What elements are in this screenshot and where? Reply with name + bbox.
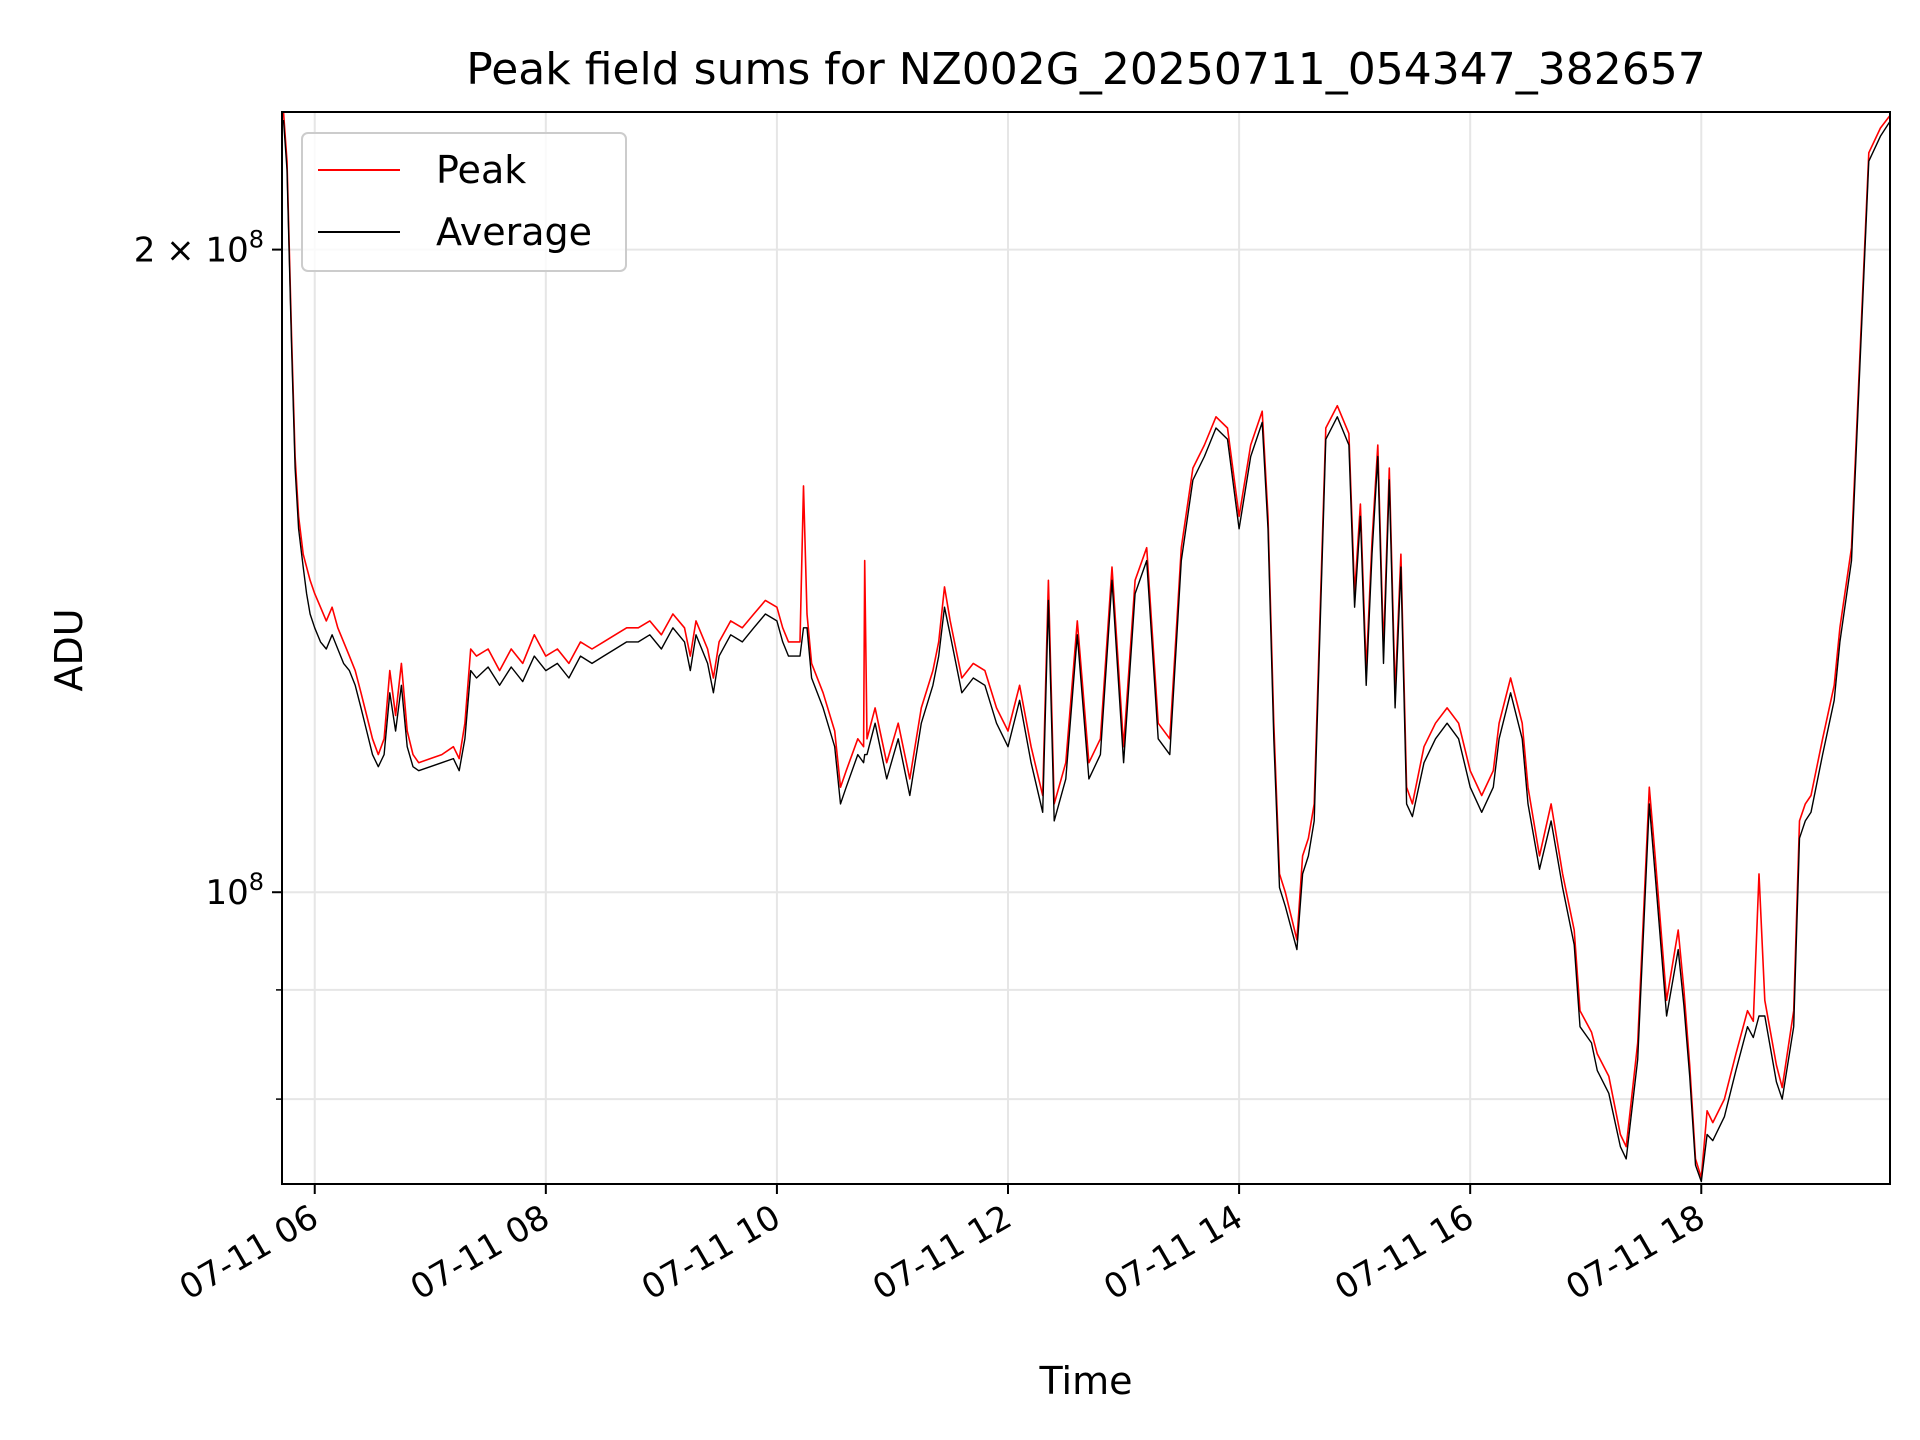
x-axis-label: Time — [1039, 1359, 1133, 1403]
y-axis-ticks: 108 2 × 108 — [134, 226, 282, 1100]
legend: Peak Average — [301, 132, 627, 272]
y-tick-label: 108 — [205, 868, 264, 913]
series-line-peak — [282, 111, 1891, 1179]
legend-label-peak: Peak — [436, 148, 526, 192]
series-lines — [282, 111, 1891, 1183]
legend-label-average: Average — [436, 210, 592, 254]
y-tick-label: 2 × 108 — [134, 226, 264, 271]
series-line-average — [282, 119, 1891, 1183]
plot-frame — [281, 111, 1891, 1185]
legend-box — [301, 132, 627, 272]
y-axis-label: ADU — [47, 608, 91, 691]
chart-title: Peak field sums for NZ002G_20250711_0543… — [466, 44, 1705, 95]
